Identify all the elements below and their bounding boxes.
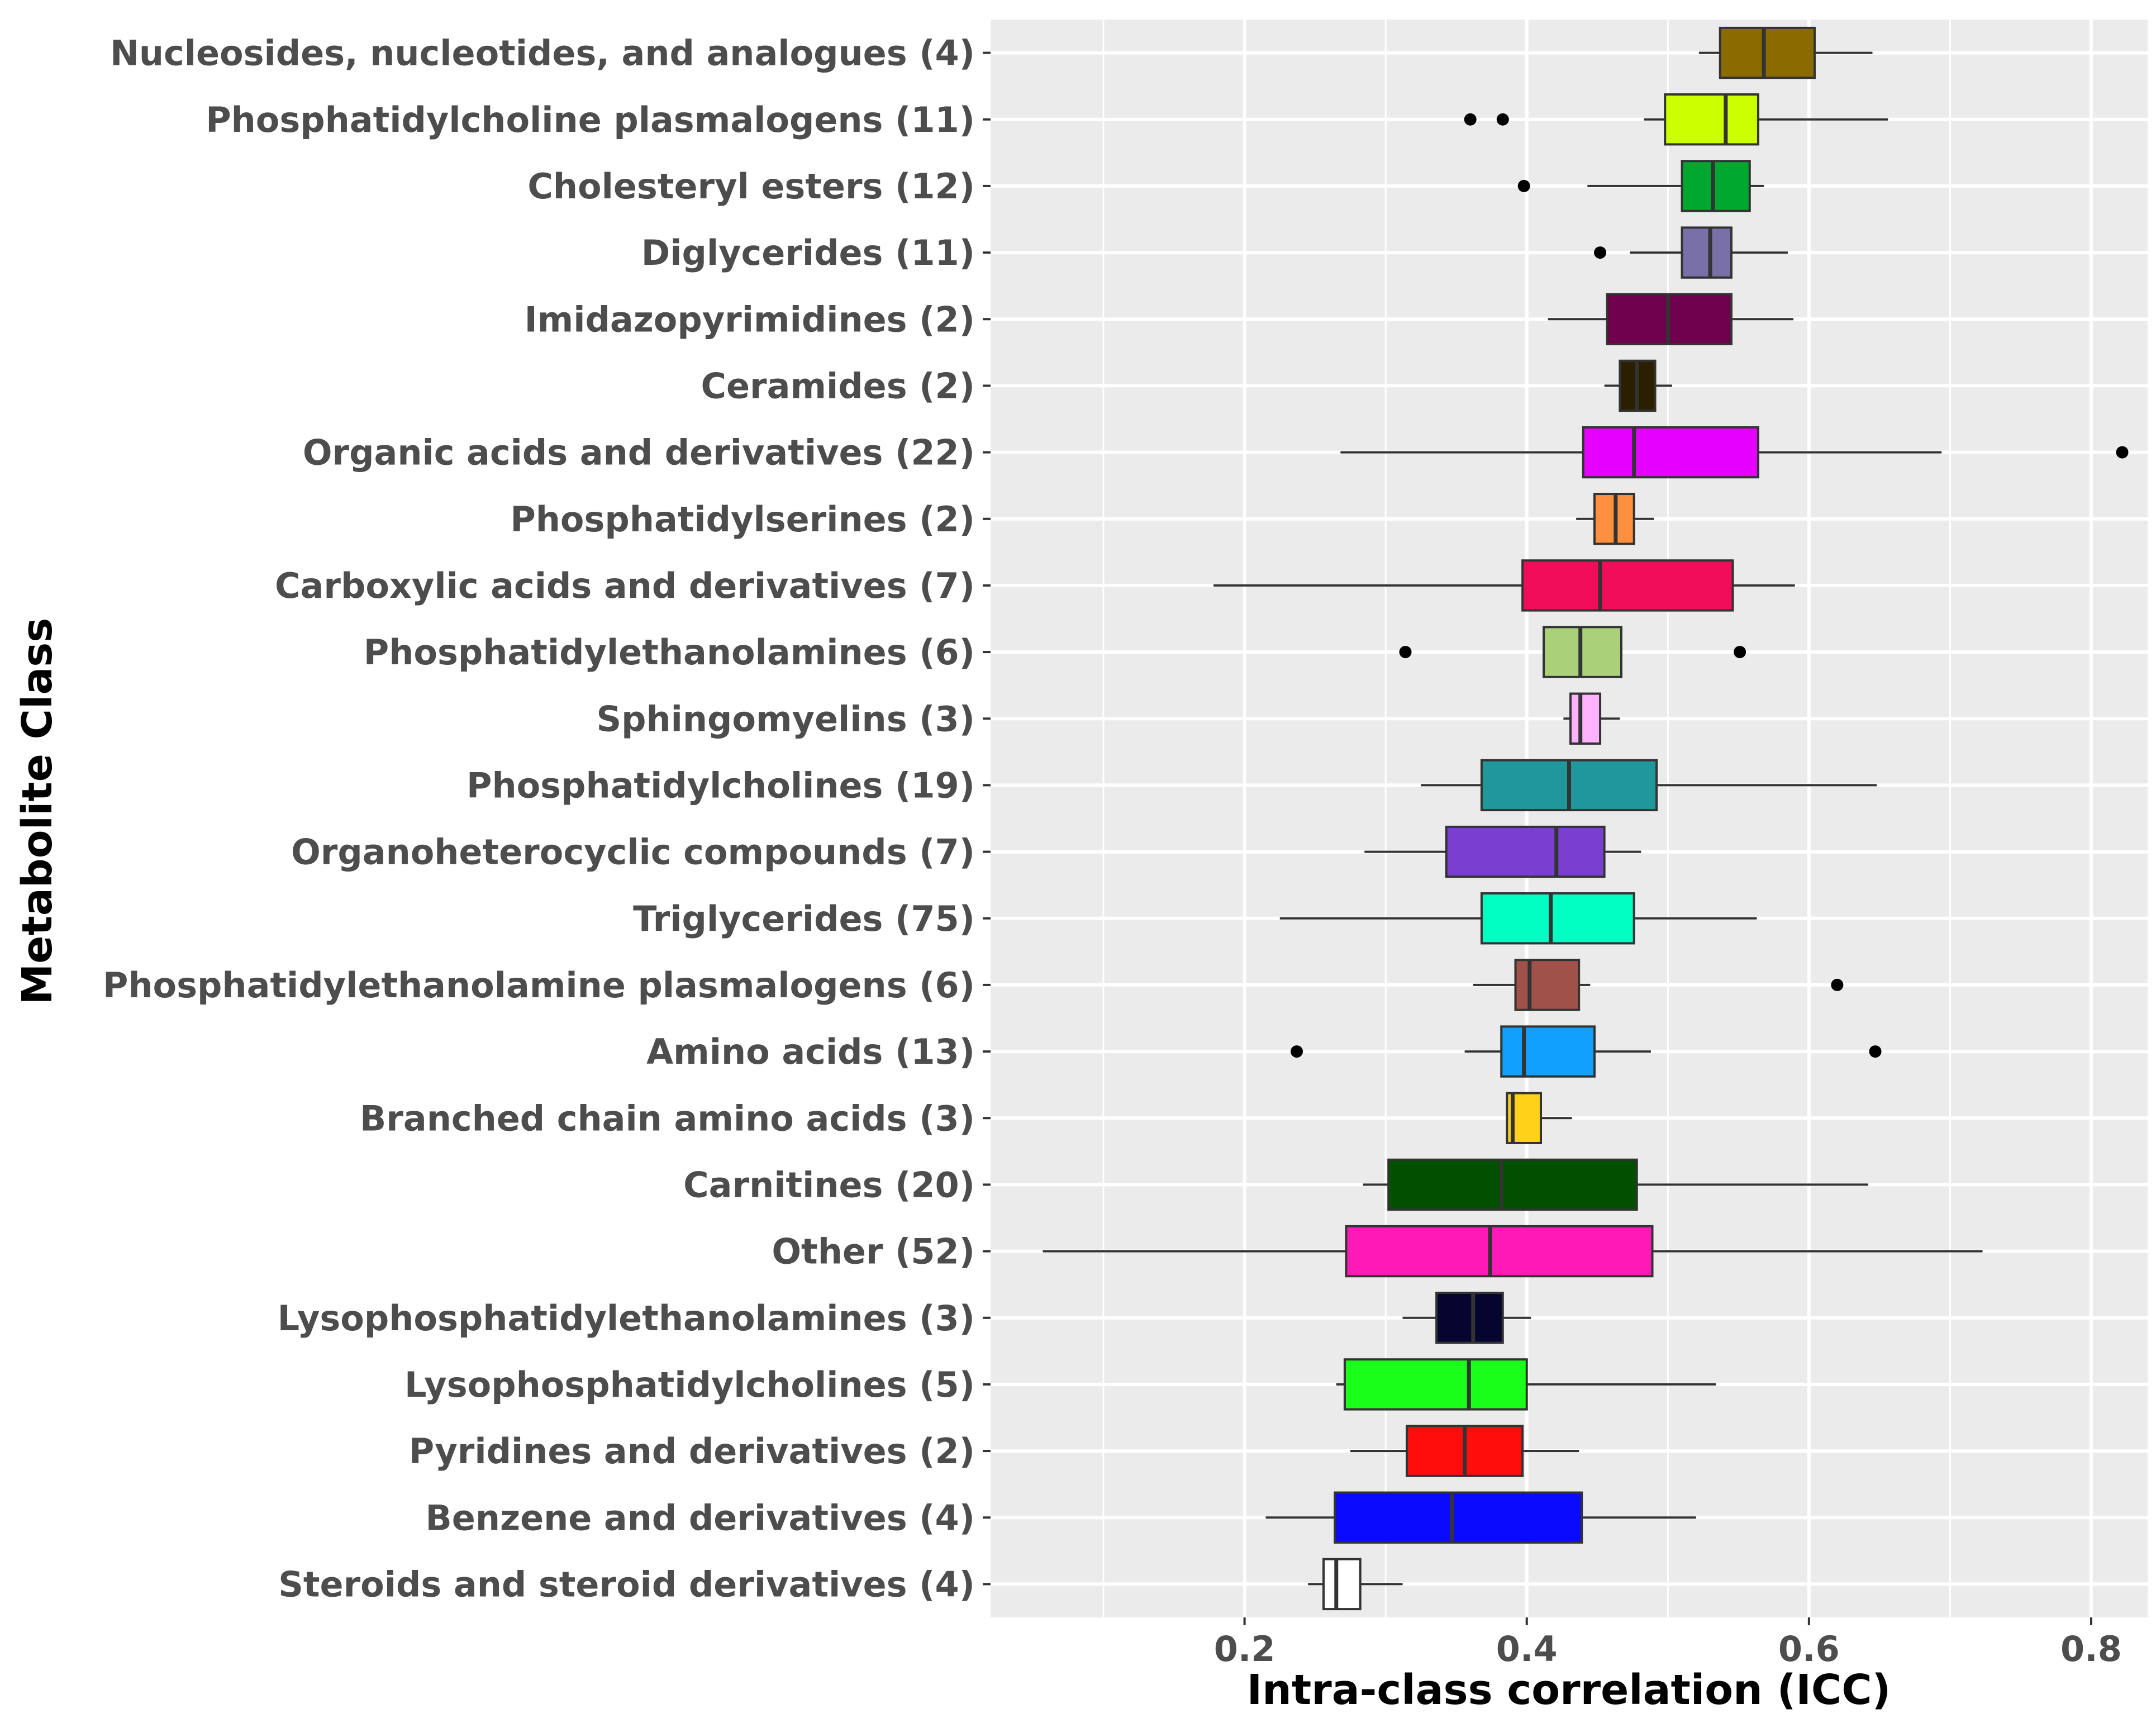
y-tick-label: Amino acids (13) [646,1031,975,1072]
box-group [1464,93,1888,146]
y-tick-label: Phosphatidylcholine plasmalogens (11) [206,99,975,140]
box-group [1399,626,1746,678]
y-tick-label: Sphingomyelins (3) [596,698,975,739]
y-tick-label: Cholesteryl esters (12) [527,166,975,207]
box-iqr [1480,892,1635,945]
box-group [1336,1358,1716,1411]
box-iqr [1345,1225,1654,1278]
box-group [1043,1225,1983,1278]
y-tick-label: Steroids and steroid derivatives (4) [278,1564,975,1605]
box-outlier [1291,1045,1303,1058]
x-tick-label: 0.2 [1214,1629,1275,1669]
box-outlier [1831,978,1844,991]
plot-panel [991,20,2148,1617]
y-tick-label: Triglycerides (75) [633,898,975,939]
y-tick-label: Carnitines (20) [683,1164,975,1205]
box-iqr [1681,160,1751,212]
box-group [1563,692,1620,745]
y-tick-label: Carboxylic acids and derivatives (7) [275,565,975,606]
box-group [1517,160,1764,212]
y-axis-ticks: Nucleosides, nucleotides, and analogues … [103,33,991,1605]
box-iqr [1681,226,1733,279]
y-tick-label: Benzene and derivatives (4) [426,1497,975,1538]
box-group [1548,293,1794,345]
box-group [1698,26,1873,79]
box-group [1421,759,1877,812]
x-tick-label: 0.4 [1496,1629,1558,1669]
x-axis-title: Intra-class correlation (ICC) [1247,1666,1891,1714]
y-tick-label: Lysophosphatidylcholines (5) [404,1364,975,1405]
y-tick-label: Nucleosides, nucleotides, and analogues … [110,33,975,74]
box-iqr [1500,1025,1596,1078]
box-group [1594,226,1788,279]
box-group [1576,493,1654,545]
box-outlier [1734,646,1746,659]
box-group [1604,359,1672,412]
box-iqr [1435,1292,1504,1344]
box-group [1340,426,2129,479]
box-series [1043,26,2129,1611]
box-iqr [1445,825,1606,878]
box-group [1213,559,1795,612]
y-tick-label: Branched chain amino acids (3) [360,1098,975,1139]
y-tick-label: Phosphatidylethanolamines (6) [364,632,975,673]
x-tick-label: 0.8 [2060,1629,2122,1669]
box-iqr [1334,1491,1583,1544]
box-outlier [1869,1045,1882,1058]
y-tick-label: Organoheterocyclic compounds (7) [291,832,975,873]
box-outlier [1517,179,1530,192]
box-iqr [1343,1358,1528,1411]
box-iqr [1569,692,1602,745]
y-tick-label: Pyridines and derivatives (2) [409,1431,975,1472]
box-group [1402,1292,1531,1344]
box-outlier [1464,113,1477,126]
box-iqr [1521,559,1734,612]
box-group [1308,1558,1403,1611]
y-tick-label: Lysophosphatidylethanolamines (3) [278,1298,975,1339]
box-iqr [1514,959,1581,1011]
box-group [1506,1092,1572,1144]
box-iqr [1719,26,1816,79]
x-axis-ticks: 0.2 0.4 0.6 0.8 [1214,1617,2122,1669]
y-tick-label: Diglycerides (11) [641,232,975,273]
y-tick-label: Organic acids and derivatives (22) [303,432,975,473]
y-tick-label: Phosphatidylserines (2) [510,499,975,540]
box-group [1363,1158,1868,1211]
y-axis-title: Metabolite Class [13,618,61,1005]
y-tick-label: Phosphatidylcholines (19) [467,765,975,806]
box-outlier [2116,446,2129,459]
box-outlier [1594,246,1607,259]
y-tick-label: Ceramides (2) [701,365,975,406]
box-iqr [1582,426,1759,479]
y-tick-label: Imidazopyrimidines (2) [525,299,975,340]
box-iqr [1664,93,1759,146]
x-tick-label: 0.6 [1778,1629,1840,1669]
box-group [1473,959,1844,1011]
box-iqr [1543,626,1622,678]
box-group [1350,1425,1579,1477]
box-iqr [1387,1158,1638,1211]
y-tick-label: Other (52) [772,1231,975,1272]
box-group [1265,1491,1696,1544]
box-iqr [1322,1558,1362,1611]
box-group [1279,892,1757,945]
box-outlier [1496,113,1509,126]
box-group [1291,1025,1882,1078]
box-group [1364,825,1641,878]
y-tick-label: Phosphatidylethanolamine plasmalogens (6… [103,965,975,1006]
box-outlier [1399,646,1412,659]
